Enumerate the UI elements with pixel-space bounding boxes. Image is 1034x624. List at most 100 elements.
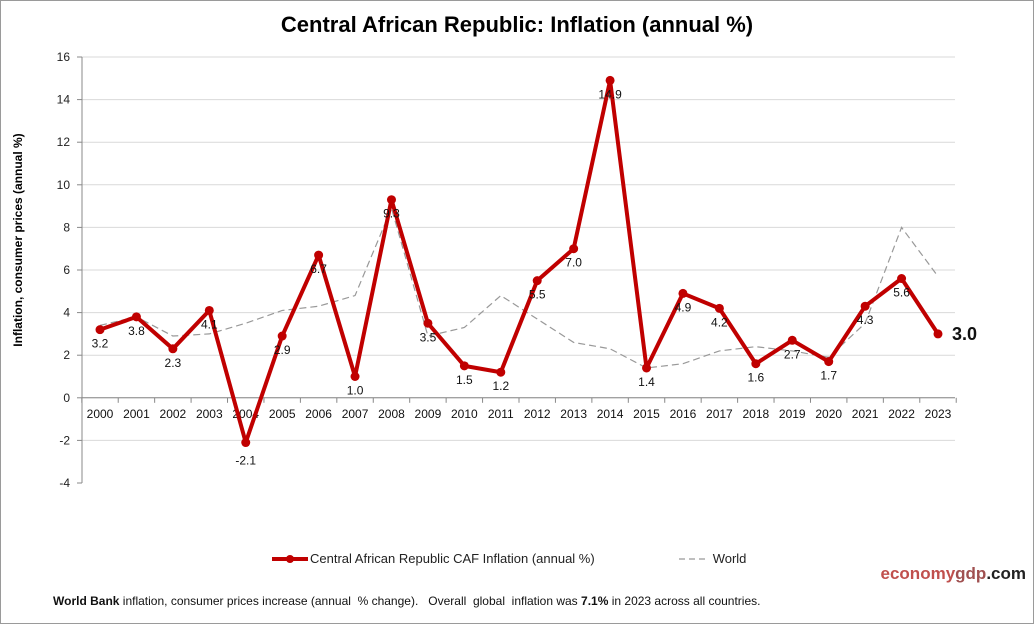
x-tick-label: 2021	[852, 407, 879, 421]
data-point	[459, 361, 469, 371]
data-point	[386, 195, 396, 205]
data-label: 5.5	[529, 288, 546, 302]
x-tick-label: 2003	[196, 407, 223, 421]
data-label: 3.0	[952, 324, 977, 344]
footer-source: World Bank	[53, 594, 120, 608]
data-label: 2.3	[165, 356, 182, 370]
x-tick-label: 2017	[706, 407, 733, 421]
x-tick-label: 2009	[415, 407, 442, 421]
data-point	[277, 331, 287, 341]
data-point	[95, 325, 105, 335]
y-tick-label: 4	[63, 306, 70, 320]
data-label: 1.7	[820, 369, 837, 383]
watermark-part3: .com	[986, 564, 1026, 583]
data-label: -2.1	[235, 454, 256, 468]
data-point	[678, 288, 688, 298]
data-label: 9.3	[383, 207, 400, 221]
watermark-part2: gdp	[955, 564, 987, 583]
series-line-world	[99, 206, 939, 369]
data-label: 4.3	[857, 313, 874, 327]
chart-title: Central African Republic: Inflation (ann…	[280, 12, 754, 37]
footer-text1: inflation, consumer prices increase (ann…	[119, 594, 582, 608]
data-point	[824, 357, 834, 367]
legend: Central African Republic CAF Inflation (…	[270, 551, 746, 566]
data-label: 2.7	[784, 347, 801, 361]
y-tick-label: -2	[59, 433, 70, 447]
footer-text2: in 2023 across all countries.	[608, 594, 761, 608]
data-point	[532, 276, 542, 286]
x-tick-label: 2022	[888, 407, 915, 421]
x-tick-label: 2020	[815, 407, 842, 421]
data-label: 1.0	[347, 384, 364, 398]
x-tick-label: 2019	[779, 407, 806, 421]
data-point	[787, 335, 797, 345]
data-label: 3.2	[92, 337, 109, 351]
y-tick-label: -4	[59, 476, 70, 490]
y-tick-label: 12	[57, 135, 71, 149]
data-point	[350, 372, 360, 381]
data-label: 14.9	[598, 87, 622, 101]
x-tick-label: 2015	[633, 407, 660, 421]
legend-item-world: World	[677, 551, 746, 566]
data-label: 5.6	[893, 286, 910, 300]
data-label: 3.8	[128, 324, 145, 338]
data-label: 3.5	[420, 330, 437, 344]
y-tick-label: 14	[57, 93, 71, 107]
y-tick-label: 8	[63, 220, 70, 234]
x-tick-label: 2007	[342, 407, 369, 421]
data-point	[204, 305, 214, 315]
data-point	[168, 344, 178, 354]
x-tick-label: 2010	[451, 407, 478, 421]
x-tick-label: 2016	[670, 407, 697, 421]
y-tick-label: 6	[63, 263, 70, 277]
y-tick-label: 0	[63, 391, 70, 405]
x-tick-label: 2023	[925, 407, 952, 421]
data-label: 1.6	[747, 371, 764, 385]
y-tick-label: 16	[57, 50, 71, 64]
data-point	[241, 438, 251, 448]
x-tick-label: 2008	[378, 407, 405, 421]
data-label: 1.4	[638, 375, 655, 389]
data-point	[314, 250, 324, 260]
legend-label-caf: Central African Republic CAF Inflation (…	[310, 551, 595, 566]
footer-note: World Bank inflation, consumer prices in…	[53, 594, 760, 608]
watermark: economygdp.com	[881, 564, 1026, 584]
data-point	[569, 244, 579, 254]
legend-swatch-caf	[272, 554, 308, 563]
x-tick-label: 2006	[305, 407, 332, 421]
data-label: 2.9	[274, 343, 291, 357]
x-tick-label: 2014	[597, 407, 624, 421]
data-point	[860, 301, 870, 311]
legend-swatch-world	[678, 557, 709, 560]
x-tick-label: 2005	[269, 407, 296, 421]
y-axis-label: Inflation, consumer prices (annual %)	[11, 133, 25, 346]
data-point	[131, 312, 141, 322]
data-point	[751, 359, 761, 369]
x-tick-label: 2018	[742, 407, 769, 421]
data-label: 1.2	[492, 379, 509, 393]
y-tick-label: 2	[63, 348, 70, 362]
data-point	[714, 303, 724, 313]
data-label: 4.9	[675, 300, 692, 314]
x-tick-label: 2002	[160, 407, 187, 421]
data-label: 4.1	[201, 317, 218, 331]
x-tick-label: 2000	[87, 407, 114, 421]
y-tick-label: 10	[57, 178, 71, 192]
data-point	[605, 75, 615, 85]
data-label: 1.5	[456, 373, 473, 387]
x-tick-label: 2001	[123, 407, 150, 421]
footer-value: 7.1%	[581, 594, 609, 608]
legend-item-caf: Central African Republic CAF Inflation (…	[270, 551, 595, 566]
series-line-caf	[99, 78, 940, 445]
x-tick-label: 2013	[560, 407, 587, 421]
data-point	[933, 329, 943, 339]
x-tick-label: 2012	[524, 407, 551, 421]
data-label: 6.7	[310, 262, 327, 276]
data-point	[642, 363, 652, 373]
watermark-part1: economy	[880, 564, 956, 583]
data-point	[496, 367, 506, 377]
data-point	[897, 274, 907, 284]
x-tick-label: 2011	[488, 407, 514, 421]
data-label: 4.2	[711, 315, 728, 329]
